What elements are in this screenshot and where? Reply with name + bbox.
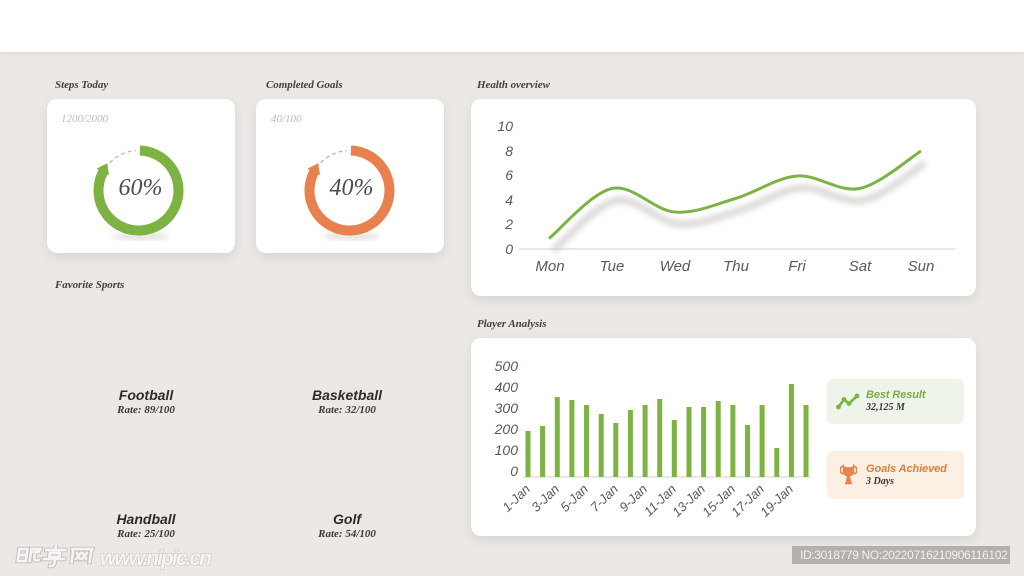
- svg-text:0: 0: [505, 241, 513, 257]
- svg-text:Sat: Sat: [849, 258, 872, 275]
- svg-text:4: 4: [505, 192, 513, 208]
- svg-text:Tue: Tue: [600, 258, 625, 275]
- svg-text:500: 500: [495, 358, 519, 374]
- svg-text:13-Jan: 13-Jan: [669, 481, 708, 519]
- svg-text:19-Jan: 19-Jan: [757, 481, 796, 519]
- svg-text:7-Jan: 7-Jan: [587, 481, 621, 514]
- svg-text:Wed: Wed: [660, 258, 691, 275]
- svg-text:200: 200: [494, 421, 519, 437]
- svg-text:www.nipic.cn: www.nipic.cn: [100, 547, 212, 570]
- svg-text:100: 100: [495, 442, 519, 458]
- svg-text:Fri: Fri: [788, 258, 806, 275]
- svg-text:5-Jan: 5-Jan: [557, 481, 591, 514]
- svg-text:Sun: Sun: [908, 258, 935, 275]
- svg-text:10: 10: [497, 118, 513, 134]
- svg-text:8: 8: [505, 143, 513, 159]
- svg-text:3-Jan: 3-Jan: [528, 481, 562, 514]
- svg-text:1-Jan: 1-Jan: [499, 481, 533, 514]
- svg-text:Mon: Mon: [535, 258, 564, 275]
- svg-text:300: 300: [495, 400, 519, 416]
- svg-text:Thu: Thu: [723, 258, 750, 275]
- svg-text:400: 400: [495, 379, 519, 395]
- svg-text:2: 2: [504, 216, 513, 232]
- svg-text:6: 6: [505, 167, 513, 183]
- svg-text:0: 0: [510, 463, 518, 479]
